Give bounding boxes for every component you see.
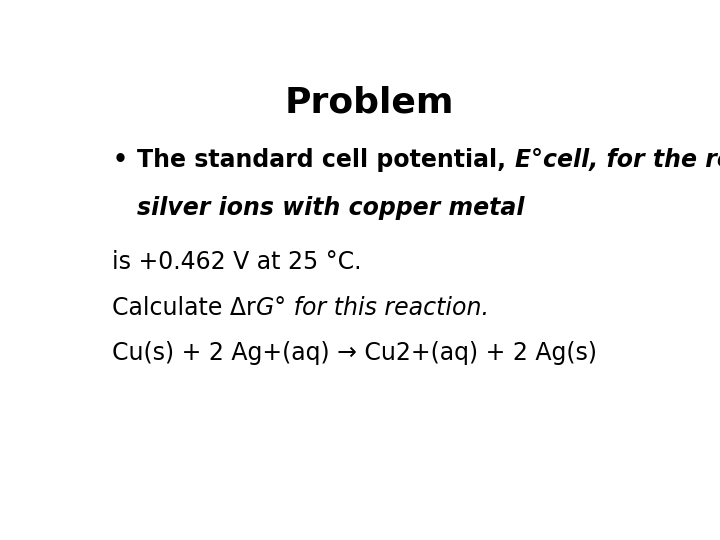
Text: Calculate Δr: Calculate Δr — [112, 295, 256, 320]
Text: Cu(s) + 2 Ag+(aq) → Cu2+(aq) + 2 Ag(s): Cu(s) + 2 Ag+(aq) → Cu2+(aq) + 2 Ag(s) — [112, 341, 598, 365]
Text: G° for this reaction.: G° for this reaction. — [256, 295, 489, 320]
Text: •: • — [112, 148, 127, 172]
Text: The standard cell potential,: The standard cell potential, — [138, 148, 515, 172]
Text: E°cell, for the reduction of: E°cell, for the reduction of — [515, 148, 720, 172]
Text: is +0.462 V at 25 °C.: is +0.462 V at 25 °C. — [112, 250, 362, 274]
Text: silver ions with copper metal: silver ions with copper metal — [138, 196, 525, 220]
Text: Problem: Problem — [284, 85, 454, 119]
